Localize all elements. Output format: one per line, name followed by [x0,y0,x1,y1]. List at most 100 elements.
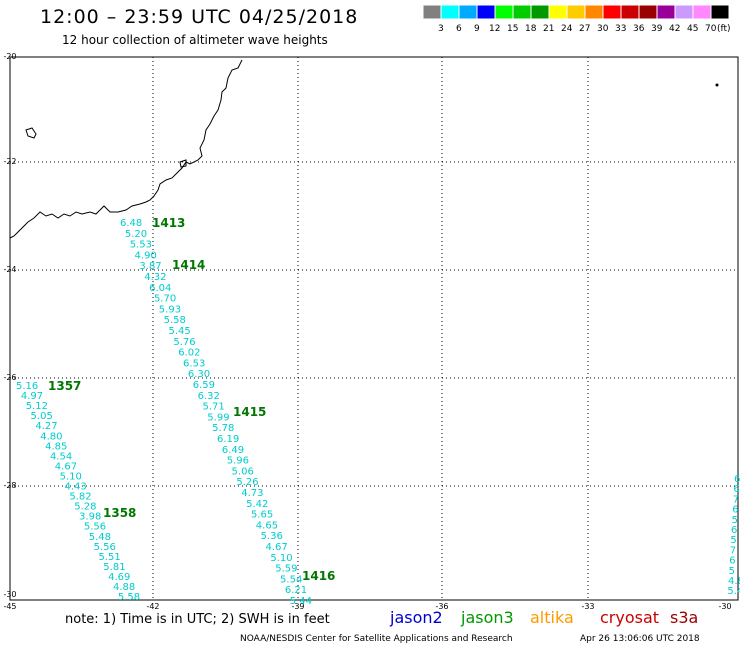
wave-height-value: 5.10 [270,553,292,564]
lon-label: -42 [146,602,160,611]
wave-height-value: 5 [730,535,736,546]
coastline [9,59,243,239]
legend-label: 9 [474,24,480,34]
wave-height-value: 4.88 [113,582,135,593]
wave-height-value: 5.71 [202,402,224,413]
satellite-s3a: s3a [670,608,699,627]
generated-date: Apr 26 13:06:06 UTC 2018 [580,634,700,644]
wave-height-value: 5.48 [89,532,111,543]
wave-height-value: 6 [731,525,737,536]
wave-height-value: 6 [729,556,735,567]
wave-height-value: 5.70 [154,294,176,305]
wave-height-value: 6 [732,505,738,516]
wave-height-value: 3.98 [79,512,101,523]
lon-label: -36 [435,602,449,611]
legend-label: 3 [438,24,444,34]
wave-height-value: 5.56 [84,522,106,533]
wave-height-value: 7 [730,545,736,556]
wave-height-value: 5.99 [207,412,229,423]
wave-height-value: 5.51 [98,552,120,563]
wave-height-value: 5.58 [118,592,140,603]
wave-height-value: 5.45 [169,326,191,337]
wave-height-value: 5 [729,566,735,577]
wave-height-value: 4.43 [65,482,87,493]
legend-label: 36 [633,24,645,34]
wave-height-value: 5.26 [236,477,258,488]
satellite-jason3: jason3 [461,608,514,627]
wave-height-value: 5.36 [261,531,283,542]
legend-label: 12 [489,24,500,34]
wave-height-value: 6.02 [178,348,200,359]
wave-height-value: 6.04 [149,283,171,294]
wave-height-value: 4.67 [55,461,77,472]
footer-note: note: 1) Time is in UTC; 2) SWH is in fe… [65,612,330,627]
wave-height-value: 4.97 [21,391,43,402]
satellite-altika: altika [530,608,574,627]
wave-height-value: 5.56 [94,542,116,553]
wave-height-value: 5.93 [159,304,181,315]
wave-height-value: 4.54 [50,451,72,462]
wave-height-value: 4.67 [266,542,288,553]
wave-height-value: 5.20 [125,229,147,240]
wave-height-value: 6.21 [285,585,307,596]
legend-label: 39 [651,24,663,34]
satellite-cryosat: cryosat [600,608,660,627]
wave-height-value: 5.76 [173,337,195,348]
lon-label: -45 [3,602,17,611]
wave-height-value: 4.27 [35,421,57,432]
wave-height-value: 5.42 [246,499,268,510]
wave-height-value: 5.44 [290,596,312,607]
island [715,83,719,87]
legend-label: 45 [687,24,698,34]
wave-height-value: 6 [733,484,739,495]
wave-height-value: 4.80 [40,431,62,442]
legend-label: 24 [561,24,573,34]
pass-time-label: 1358 [103,506,136,520]
page-subtitle: 12 hour collection of altimeter wave hei… [62,33,328,47]
wave-height-value: 5.05 [31,411,53,422]
wave-height-value: 5.59 [275,564,297,575]
wave-height-value: 5.82 [69,492,91,503]
pass-time-label: 1413 [152,216,185,230]
legend-label: 42 [669,24,680,34]
wave-height-value: 5.65 [251,510,273,521]
legend-label: 6 [456,24,462,34]
wave-height-value: 6.48 [120,218,142,229]
wave-height-value: 4.69 [108,572,130,583]
legend-label: 70 [705,24,717,34]
legend-label: 15 [507,24,518,34]
legend-label: 18 [525,24,537,34]
wave-height-value: 6.49 [222,445,244,456]
wave-height-value: 7 [733,494,739,505]
wave-height-value: 5.10 [60,471,82,482]
wave-height-value: 4.8 [728,576,740,587]
legend-swatch [710,5,730,20]
wave-height-value: 5.53 [130,240,152,251]
wave-height-value: 5.06 [232,466,254,477]
pass-time-label: 1414 [172,258,205,272]
wave-height-value: 5.4 [727,586,740,597]
satellite-jason2: jason2 [390,608,443,627]
wave-height-value: 4.32 [144,272,166,283]
wave-height-value: 5 [732,515,738,526]
wave-height-value: 5.54 [280,574,302,585]
lon-label: -39 [291,602,305,611]
wave-height-value: 5.58 [164,315,186,326]
page-title: 12:00 – 23:59 UTC 04/25/2018 [40,6,359,28]
color-legend: 3 6 9 12 15 18 21 24 27 30 33 36 39 42 45 70 (ft) [423,5,731,34]
wave-height-value: 6.32 [198,391,220,402]
legend-label: (ft) [717,24,731,34]
map-frame [9,56,739,601]
island [179,159,187,168]
pass-time-label: 1416 [302,569,335,583]
wave-height-value: 5.81 [103,562,125,573]
wave-height-value: 5.78 [212,423,234,434]
lon-label: -30 [718,602,732,611]
wave-height-value: 3.87 [139,261,161,272]
legend-label: 30 [597,24,609,34]
wave-height-value: 4.90 [135,250,157,261]
wave-height-value: 6.59 [193,380,215,391]
pass-time-label: 1415 [233,405,266,419]
wave-height-value: 4.85 [45,441,67,452]
